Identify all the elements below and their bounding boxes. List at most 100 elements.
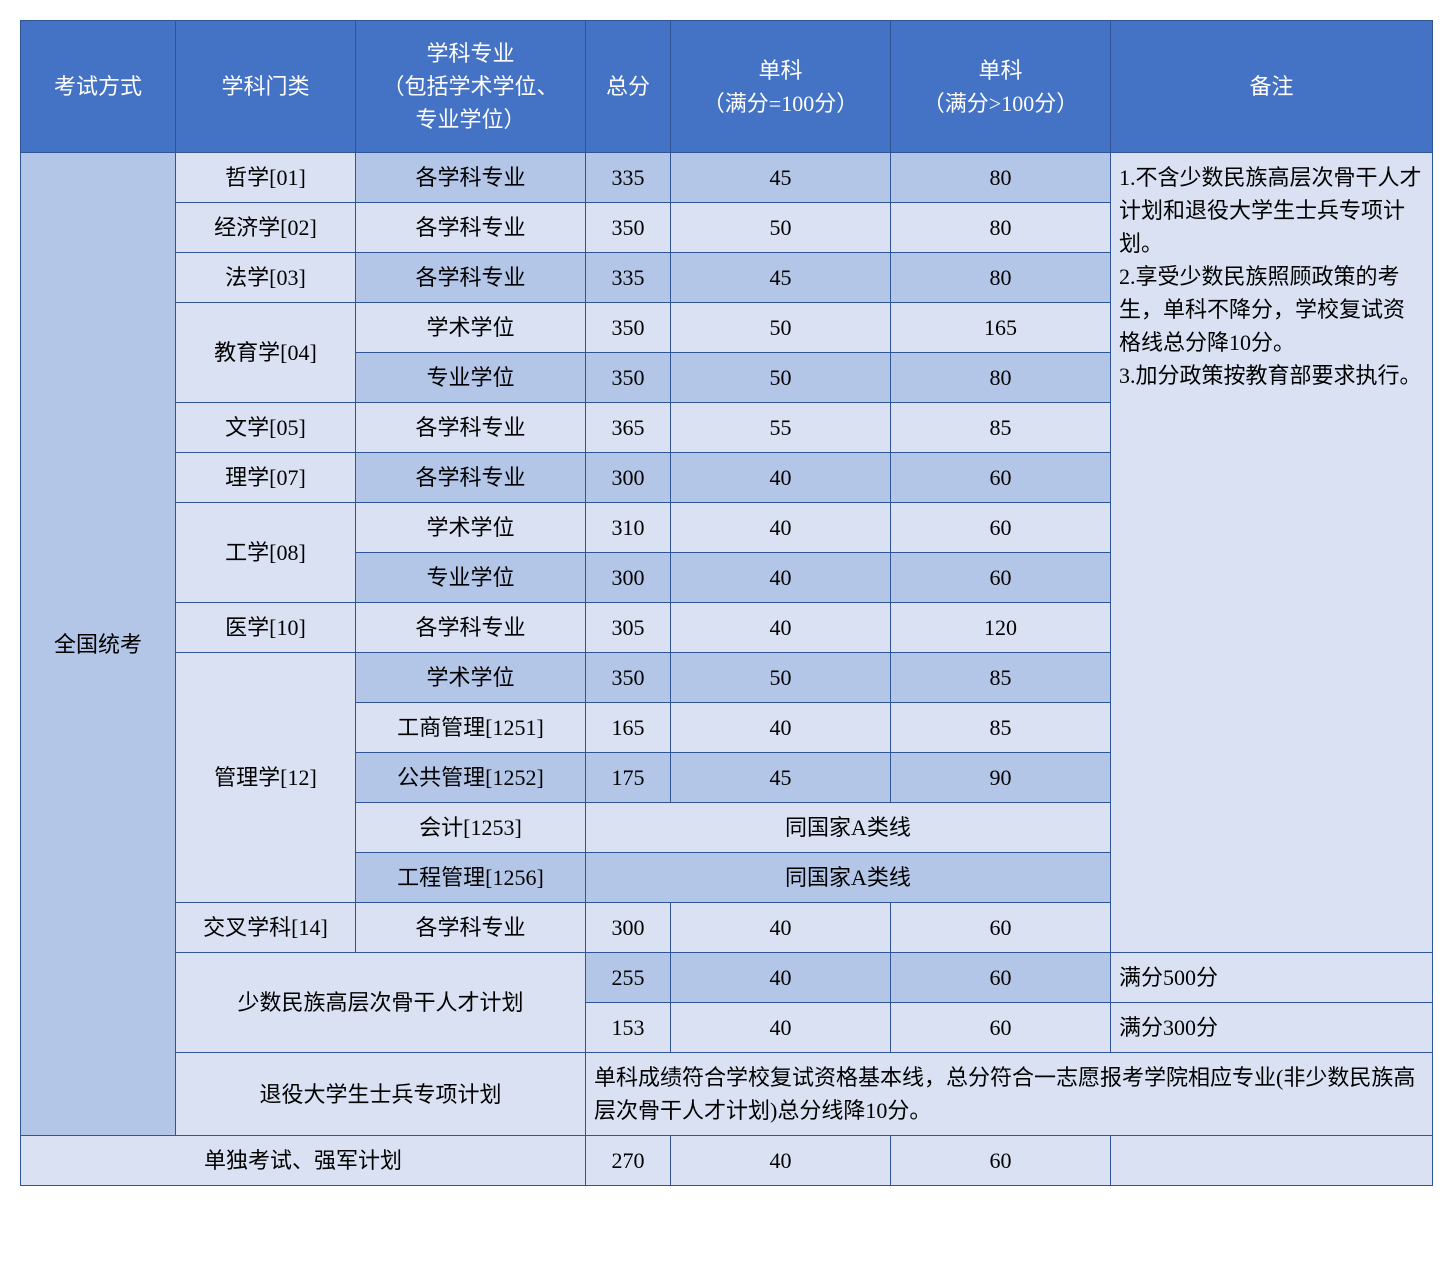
header-total: 总分: [586, 21, 671, 153]
cell-total: 153: [586, 1003, 671, 1053]
cell-s1: 40: [671, 953, 891, 1003]
cell-category: 医学[10]: [176, 603, 356, 653]
cell-s1: 45: [671, 753, 891, 803]
cell-s2: 60: [891, 503, 1111, 553]
table-row: 全国统考 哲学[01] 各学科专业 335 45 80 1.不含少数民族高层次骨…: [21, 153, 1433, 203]
cell-s1: 50: [671, 203, 891, 253]
cell-category: 交叉学科[14]: [176, 903, 356, 953]
cell-s1: 40: [671, 553, 891, 603]
header-notes: 备注: [1111, 21, 1433, 153]
header-category: 学科门类: [176, 21, 356, 153]
table-row: 少数民族高层次骨干人才计划 255 40 60 满分500分: [21, 953, 1433, 1003]
header-single-gt100: 单科（满分>100分）: [891, 21, 1111, 153]
cell-s1: 40: [671, 1003, 891, 1053]
cell-category: 工学[08]: [176, 503, 356, 603]
cell-exam-national: 全国统考: [21, 153, 176, 1136]
cell-s2: 165: [891, 303, 1111, 353]
cell-major: 各学科专业: [356, 153, 586, 203]
cell-veteran-plan: 退役大学生士兵专项计划: [176, 1053, 586, 1136]
cell-total: 350: [586, 353, 671, 403]
cell-s2: 60: [891, 953, 1111, 1003]
cell-minority-plan: 少数民族高层次骨干人才计划: [176, 953, 586, 1053]
cell-total: 175: [586, 753, 671, 803]
cell-exam-single: 单独考试、强军计划: [21, 1136, 586, 1186]
cell-s2: 80: [891, 153, 1111, 203]
cell-s2: 80: [891, 253, 1111, 303]
cell-s1: 45: [671, 253, 891, 303]
cell-major: 各学科专业: [356, 903, 586, 953]
table-row: 退役大学生士兵专项计划 单科成绩符合学校复试资格基本线，总分符合一志愿报考学院相…: [21, 1053, 1433, 1136]
cell-s2: 60: [891, 553, 1111, 603]
cell-total: 300: [586, 453, 671, 503]
cell-category: 哲学[01]: [176, 153, 356, 203]
cell-total: 335: [586, 253, 671, 303]
cell-major: 会计[1253]: [356, 803, 586, 853]
cell-s1: 50: [671, 653, 891, 703]
cell-s1: 40: [671, 1136, 891, 1186]
cell-total: 310: [586, 503, 671, 553]
cell-major: 各学科专业: [356, 453, 586, 503]
cell-s1: 55: [671, 403, 891, 453]
cell-notes: 1.不含少数民族高层次骨干人才计划和退役大学生士兵专项计划。2.享受少数民族照顾…: [1111, 153, 1433, 953]
cell-veteran-text: 单科成绩符合学校复试资格基本线，总分符合一志愿报考学院相应专业(非少数民族高层次…: [586, 1053, 1433, 1136]
cell-total: 165: [586, 703, 671, 753]
cell-merged-national-a: 同国家A类线: [586, 803, 1111, 853]
cell-major: 学术学位: [356, 303, 586, 353]
cell-s1: 40: [671, 503, 891, 553]
cell-s2: 85: [891, 403, 1111, 453]
cell-note-full500: 满分500分: [1111, 953, 1433, 1003]
cell-total: 255: [586, 953, 671, 1003]
cell-major: 专业学位: [356, 353, 586, 403]
cell-total: 365: [586, 403, 671, 453]
cell-major: 公共管理[1252]: [356, 753, 586, 803]
cell-s1: 50: [671, 303, 891, 353]
cell-s2: 80: [891, 203, 1111, 253]
cell-total: 270: [586, 1136, 671, 1186]
cell-s1: 40: [671, 903, 891, 953]
cell-s2: 85: [891, 703, 1111, 753]
cell-category: 经济学[02]: [176, 203, 356, 253]
table-row: 单独考试、强军计划 270 40 60: [21, 1136, 1433, 1186]
score-table: 考试方式 学科门类 学科专业（包括学术学位、专业学位） 总分 单科（满分=100…: [20, 20, 1433, 1186]
cell-note-full300: 满分300分: [1111, 1003, 1433, 1053]
cell-major: 学术学位: [356, 503, 586, 553]
cell-s2: 60: [891, 453, 1111, 503]
cell-s2: 60: [891, 1003, 1111, 1053]
cell-category: 管理学[12]: [176, 653, 356, 903]
cell-total: 305: [586, 603, 671, 653]
cell-total: 350: [586, 303, 671, 353]
cell-merged-national-a: 同国家A类线: [586, 853, 1111, 903]
cell-category: 文学[05]: [176, 403, 356, 453]
header-single-100: 单科（满分=100分）: [671, 21, 891, 153]
cell-total: 350: [586, 653, 671, 703]
cell-s2: 85: [891, 653, 1111, 703]
header-exam-type: 考试方式: [21, 21, 176, 153]
cell-s1: 40: [671, 603, 891, 653]
cell-major: 各学科专业: [356, 403, 586, 453]
cell-major: 工商管理[1251]: [356, 703, 586, 753]
cell-category: 理学[07]: [176, 453, 356, 503]
cell-s2: 90: [891, 753, 1111, 803]
cell-s2: 80: [891, 353, 1111, 403]
header-major: 学科专业（包括学术学位、专业学位）: [356, 21, 586, 153]
cell-category: 法学[03]: [176, 253, 356, 303]
cell-total: 350: [586, 203, 671, 253]
table-header-row: 考试方式 学科门类 学科专业（包括学术学位、专业学位） 总分 单科（满分=100…: [21, 21, 1433, 153]
cell-major: 工程管理[1256]: [356, 853, 586, 903]
cell-major: 各学科专业: [356, 203, 586, 253]
cell-s1: 40: [671, 703, 891, 753]
cell-s2: 120: [891, 603, 1111, 653]
cell-major: 学术学位: [356, 653, 586, 703]
cell-s2: 60: [891, 1136, 1111, 1186]
cell-total: 335: [586, 153, 671, 203]
cell-empty-note: [1111, 1136, 1433, 1186]
cell-s1: 45: [671, 153, 891, 203]
cell-total: 300: [586, 553, 671, 603]
cell-s2: 60: [891, 903, 1111, 953]
cell-major: 各学科专业: [356, 253, 586, 303]
cell-s1: 50: [671, 353, 891, 403]
cell-s1: 40: [671, 453, 891, 503]
cell-major: 专业学位: [356, 553, 586, 603]
cell-category: 教育学[04]: [176, 303, 356, 403]
cell-major: 各学科专业: [356, 603, 586, 653]
